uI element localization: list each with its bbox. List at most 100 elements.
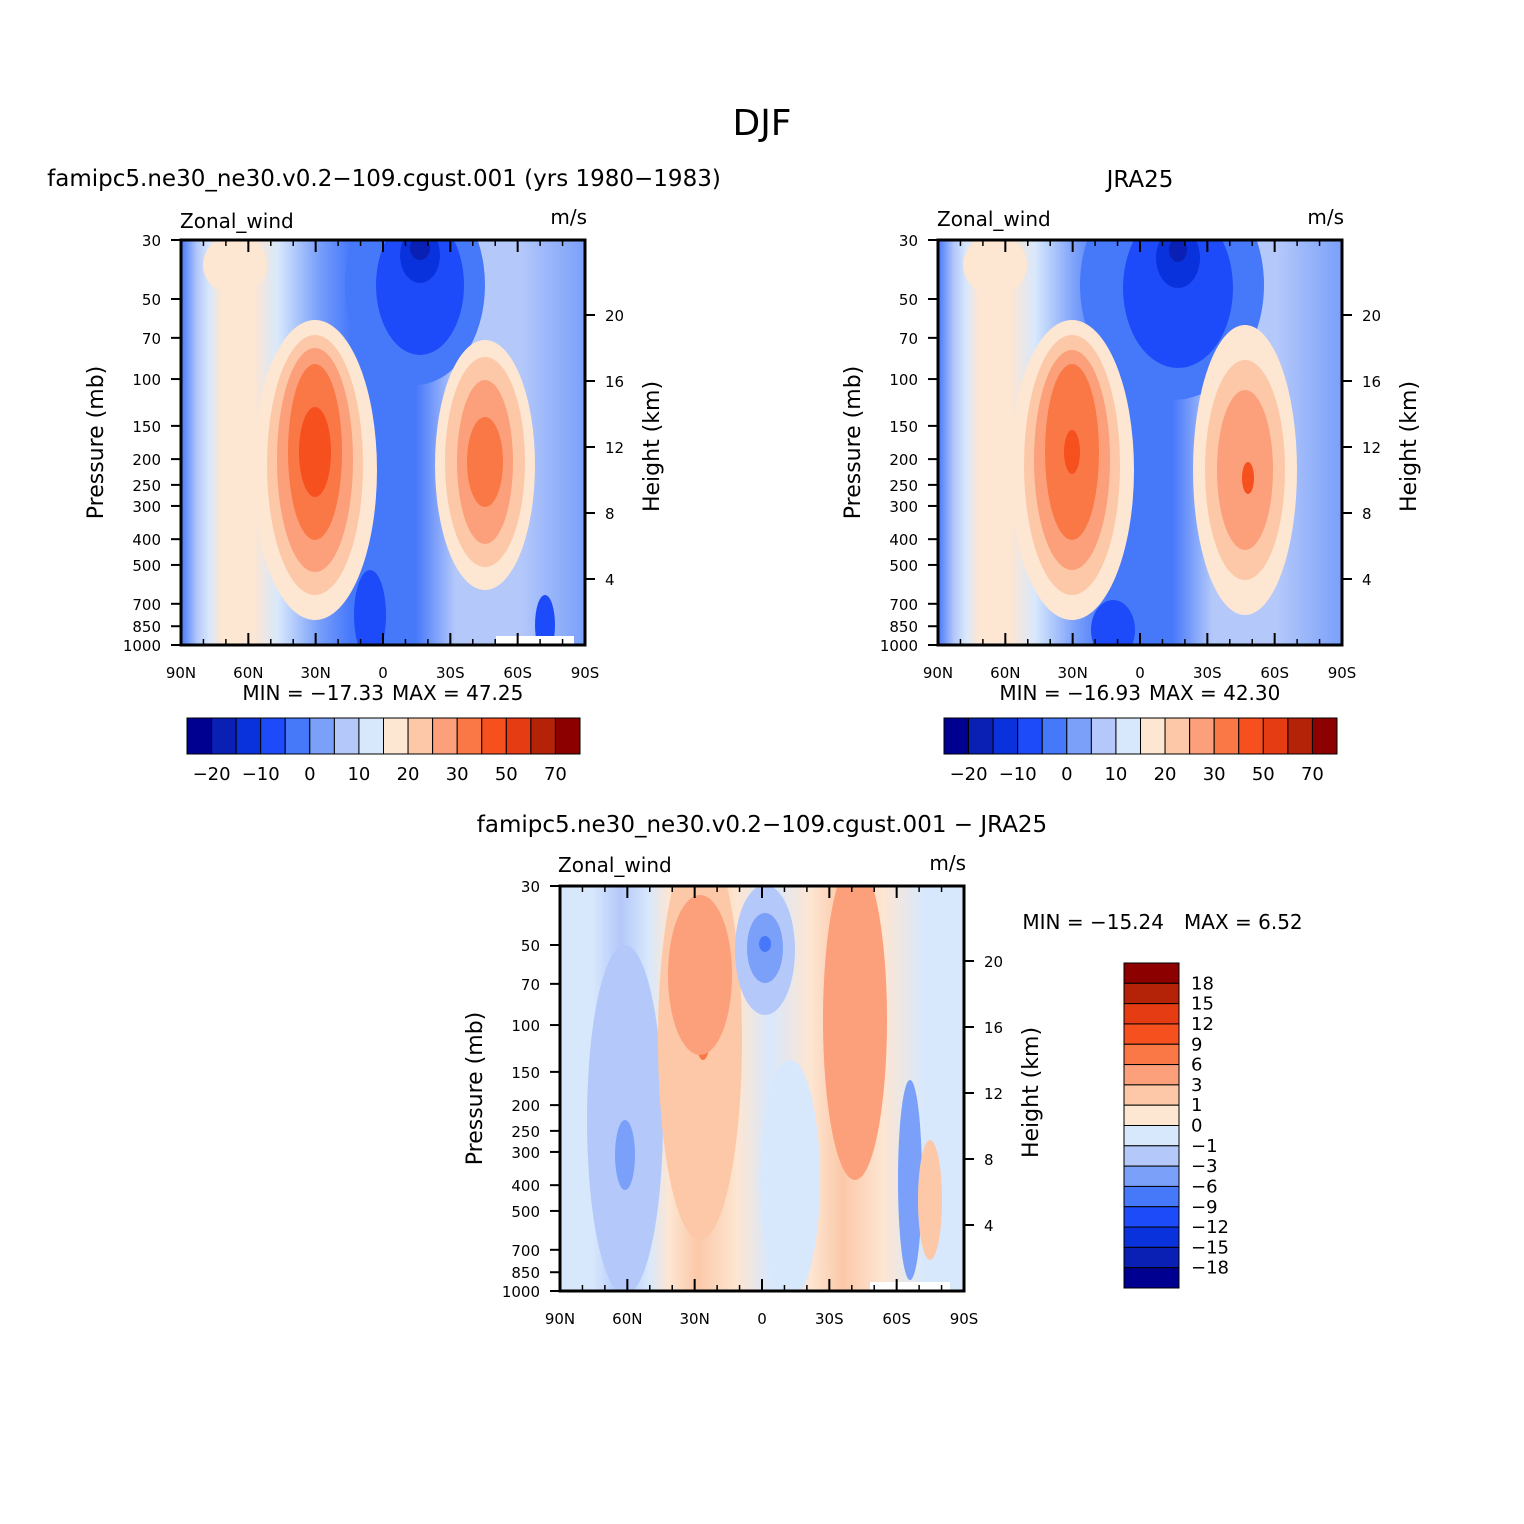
colorbar-tick-label: −10 bbox=[999, 764, 1037, 785]
y2-tick-label: 8 bbox=[984, 1151, 994, 1169]
colorbar-swatch bbox=[1238, 717, 1264, 755]
panel-model-title: famipc5.ne30_ne30.v0.2−109.cgust.001 (yr… bbox=[47, 166, 721, 192]
colorbar-tick-label: 1 bbox=[1191, 1095, 1202, 1116]
panel-diff-min: MIN = −15.24 bbox=[1022, 910, 1164, 934]
colorbar-swatch bbox=[456, 717, 483, 755]
colorbar-swatch bbox=[1123, 1084, 1180, 1106]
panel-model-variable-label: Zonal_wind bbox=[180, 209, 294, 233]
y-tick-label: 150 bbox=[132, 418, 161, 436]
colorbar-swatch bbox=[407, 717, 434, 755]
y-tick-label: 150 bbox=[889, 418, 918, 436]
colorbar-tick-label: 20 bbox=[397, 764, 420, 785]
panel-model-axes: 90N 60N 30N 0 30S 60S 90S 30 50 70 100 150 200 250 300… bbox=[84, 232, 665, 682]
y2-tick-label: 20 bbox=[984, 953, 1003, 971]
y-tick-label: 50 bbox=[142, 291, 161, 309]
colorbar-tick-label: −18 bbox=[1191, 1258, 1229, 1279]
y-tick-label: 300 bbox=[511, 1144, 540, 1162]
colorbar-tick-label: −20 bbox=[950, 764, 988, 785]
x-tick-label: 30N bbox=[301, 664, 331, 682]
colorbar-swatch bbox=[1123, 962, 1180, 984]
colorbar-tick-label: 0 bbox=[304, 764, 315, 785]
panel-obs-min: MIN = −16.93 bbox=[999, 681, 1141, 705]
y-tick-label: 50 bbox=[521, 937, 540, 955]
colorbar-swatch bbox=[358, 717, 384, 755]
x-tick-label: 90S bbox=[1328, 664, 1357, 682]
x-tick-label: 30S bbox=[815, 1310, 844, 1328]
colorbar-swatch bbox=[1311, 717, 1338, 755]
y2-tick-label: 20 bbox=[1362, 307, 1381, 325]
colorbar-swatch bbox=[235, 717, 262, 755]
panel-model-min: MIN = −17.33 bbox=[242, 681, 384, 705]
colorbar-swatch bbox=[432, 717, 458, 755]
panel-obs: JRA25 Zonal_wind m/s 90N 60N 30N 0 30S 60S 90S… bbox=[841, 167, 1422, 785]
y-tick-label: 200 bbox=[511, 1097, 540, 1115]
y-tick-label: 1000 bbox=[502, 1283, 540, 1301]
colorbar-swatch bbox=[383, 717, 409, 755]
y2-tick-label: 4 bbox=[1362, 571, 1372, 589]
colorbar-tick-label: 18 bbox=[1191, 973, 1214, 994]
y-tick-label: 150 bbox=[511, 1064, 540, 1082]
y-tick-label: 30 bbox=[142, 232, 161, 250]
panel-obs-variable-label: Zonal_wind bbox=[937, 207, 1051, 231]
colorbar-swatch bbox=[260, 717, 286, 755]
y2-tick-label: 12 bbox=[1362, 439, 1381, 457]
figure-title: DJF bbox=[732, 103, 791, 144]
colorbar-swatch bbox=[1115, 717, 1141, 755]
colorbar-tick-label: −12 bbox=[1191, 1217, 1229, 1238]
y2-tick-label: 12 bbox=[984, 1085, 1003, 1103]
colorbar-swatch bbox=[1123, 1104, 1180, 1126]
colorbar-tick-label: 6 bbox=[1191, 1055, 1202, 1076]
colorbar-tick-label: 0 bbox=[1191, 1116, 1202, 1137]
x-tick-label: 90N bbox=[545, 1310, 575, 1328]
colorbar-swatch bbox=[1066, 717, 1092, 755]
y-tick-label: 250 bbox=[889, 477, 918, 495]
y-tick-label: 100 bbox=[511, 1017, 540, 1035]
panel-model-max: MAX = 47.25 bbox=[392, 681, 523, 705]
panel-diff: famipc5.ne30_ne30.v0.2−109.cgust.001 − J… bbox=[463, 812, 1303, 1328]
colorbar-tick-label: −15 bbox=[1191, 1237, 1229, 1258]
y-tick-label: 850 bbox=[889, 618, 918, 636]
y-tick-label: 850 bbox=[511, 1264, 540, 1282]
x-tick-label: 90N bbox=[166, 664, 196, 682]
y-tick-label: 30 bbox=[521, 878, 540, 896]
colorbar-swatch bbox=[505, 717, 532, 755]
y-tick-label: 500 bbox=[889, 557, 918, 575]
colorbar-swatch bbox=[1123, 1003, 1180, 1025]
panel-diff-units-label: m/s bbox=[929, 851, 966, 875]
x-tick-label: 30N bbox=[1058, 664, 1088, 682]
panel-model-colorbar: −20 −10 0 10 20 30 50 70 bbox=[186, 717, 581, 785]
colorbar-tick-label: 10 bbox=[1104, 764, 1127, 785]
colorbar-swatch bbox=[992, 717, 1019, 755]
x-tick-label: 0 bbox=[1135, 664, 1145, 682]
x-tick-label: 90S bbox=[950, 1310, 979, 1328]
colorbar-tick-label: 3 bbox=[1191, 1075, 1202, 1096]
x-tick-label: 60S bbox=[1260, 664, 1289, 682]
y-tick-label: 400 bbox=[511, 1177, 540, 1195]
colorbar-swatch bbox=[1123, 1246, 1180, 1269]
colorbar-swatch bbox=[1123, 1064, 1180, 1086]
colorbar-swatch bbox=[968, 717, 994, 755]
y2-tick-label: 4 bbox=[605, 571, 615, 589]
colorbar-swatch bbox=[1287, 717, 1313, 755]
y2-tick-label: 16 bbox=[605, 373, 624, 391]
x-tick-label: 60N bbox=[612, 1310, 642, 1328]
x-tick-label: 60N bbox=[990, 664, 1020, 682]
colorbar-swatch bbox=[530, 717, 556, 755]
x-tick-label: 30S bbox=[436, 664, 465, 682]
y-tick-label: 70 bbox=[899, 330, 918, 348]
panel-diff-contours bbox=[560, 886, 964, 1291]
y2-tick-label: 16 bbox=[984, 1019, 1003, 1037]
y-tick-label: 70 bbox=[521, 976, 540, 994]
colorbar-swatch bbox=[1017, 717, 1043, 755]
colorbar-swatch bbox=[1123, 1043, 1180, 1066]
colorbar-tick-label: −3 bbox=[1191, 1156, 1218, 1177]
panel-obs-colorbar: −20 −10 0 10 20 30 50 70 bbox=[943, 717, 1338, 785]
y-tick-label: 200 bbox=[132, 451, 161, 469]
y-tick-label: 50 bbox=[899, 291, 918, 309]
colorbar-tick-label: 70 bbox=[1301, 764, 1324, 785]
y2-tick-label: 16 bbox=[1362, 373, 1381, 391]
y2-axis-title: Height (km) bbox=[1019, 1027, 1044, 1158]
y-tick-label: 70 bbox=[142, 330, 161, 348]
